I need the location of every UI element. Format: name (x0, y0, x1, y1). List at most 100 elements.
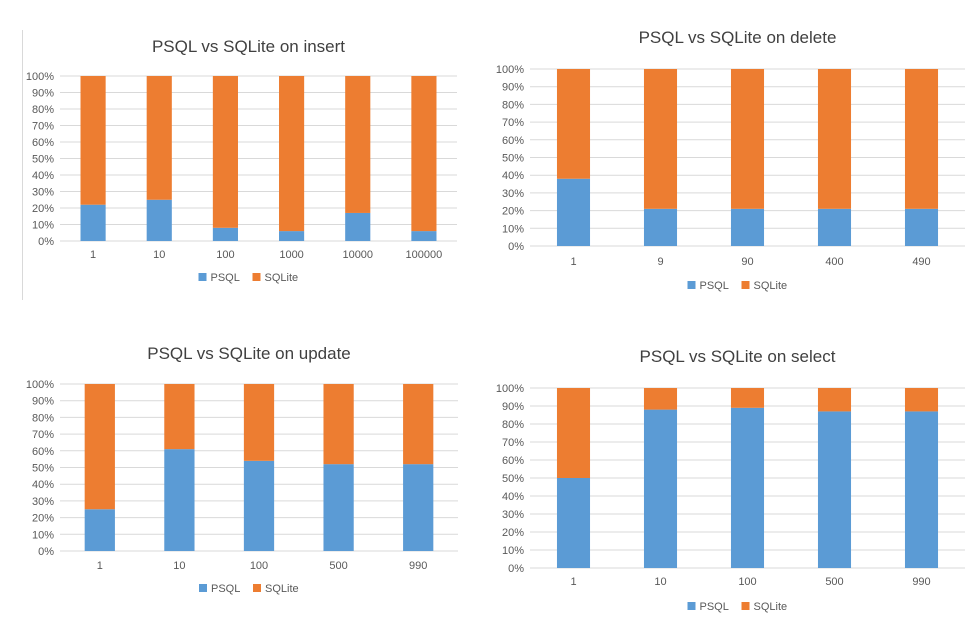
y-tick-label: 60% (502, 455, 524, 467)
bar-psql-1000 (279, 231, 305, 241)
legend-label-sqlite: SQLite (754, 601, 788, 613)
bar-psql-490 (904, 208, 939, 246)
y-tick-label: 70% (32, 121, 54, 133)
y-tick-label: 70% (502, 117, 524, 129)
bar-psql-10 (643, 409, 678, 568)
bar-sqlite-100000 (411, 76, 437, 232)
y-tick-label: 30% (32, 187, 54, 199)
x-tick-label: 10 (153, 249, 165, 261)
y-tick-label: 50% (502, 473, 524, 485)
bar-psql-1 (84, 509, 115, 551)
y-tick-label: 90% (32, 396, 54, 408)
legend-label-psql: PSQL (700, 280, 729, 292)
y-tick-label: 10% (502, 223, 524, 235)
y-tick-label: 10% (32, 529, 54, 541)
legend-swatch-sqlite (252, 273, 261, 281)
y-tick-label: 0% (508, 563, 524, 575)
y-tick-label: 0% (38, 546, 54, 558)
bar-sqlite-10 (164, 384, 195, 450)
x-tick-label: 100 (738, 576, 756, 588)
x-tick-label: 100 (250, 560, 268, 572)
y-tick-label: 40% (32, 170, 54, 182)
bar-psql-10 (164, 449, 195, 551)
bar-sqlite-1 (84, 384, 115, 510)
legend-swatch-sqlite (741, 602, 750, 610)
y-tick-label: 90% (502, 82, 524, 94)
bar-sqlite-9 (643, 69, 678, 209)
panel-divider-line (22, 30, 23, 300)
x-tick-label: 1 (90, 249, 96, 261)
x-tick-label: 1000 (279, 249, 303, 261)
bar-sqlite-990 (403, 384, 434, 465)
x-tick-label: 500 (329, 560, 347, 572)
legend-swatch-psql (199, 584, 207, 592)
bar-sqlite-1 (556, 69, 591, 179)
legend-swatch-sqlite (253, 584, 261, 592)
y-tick-label: 30% (32, 496, 54, 508)
bar-sqlite-500 (323, 384, 354, 465)
bar-psql-1 (556, 478, 591, 568)
bar-sqlite-10000 (345, 76, 371, 213)
y-tick-label: 100% (26, 379, 54, 391)
x-tick-label: 10000 (342, 249, 373, 261)
y-tick-label: 90% (32, 88, 54, 100)
y-tick-label: 10% (32, 220, 54, 232)
x-tick-label: 90 (741, 256, 753, 268)
legend-label-psql: PSQL (211, 583, 240, 595)
legend-swatch-psql (687, 602, 696, 610)
bar-sqlite-10 (643, 388, 678, 410)
legend-label-psql: PSQL (700, 601, 729, 613)
bar-sqlite-490 (904, 69, 939, 209)
y-tick-label: 100% (26, 71, 54, 83)
legend-label-psql: PSQL (211, 272, 240, 284)
x-tick-label: 500 (825, 576, 843, 588)
y-tick-label: 80% (32, 104, 54, 116)
y-tick-label: 20% (502, 527, 524, 539)
chart-group-1: PSQL vs SQLite on delete 0% 10% 20% 30% 40% 50… (496, 28, 965, 292)
bar-psql-1 (556, 178, 591, 246)
y-tick-label: 20% (32, 513, 54, 525)
y-tick-label: 60% (502, 135, 524, 147)
chart-group-0: PSQL vs SQLite on insert 0% 10% 20% 30% 40% 50… (26, 37, 457, 284)
y-tick-label: 0% (508, 241, 524, 253)
chart-group-3: PSQL vs SQLite on select 0% 10% 20% 30% 40% 50… (496, 347, 965, 613)
y-tick-label: 100% (496, 383, 524, 395)
x-tick-label: 10 (654, 576, 666, 588)
y-tick-label: 0% (38, 236, 54, 248)
bar-psql-500 (817, 411, 852, 568)
y-tick-label: 80% (502, 419, 524, 431)
bar-sqlite-100 (243, 384, 275, 461)
y-tick-label: 60% (32, 446, 54, 458)
x-tick-label: 400 (825, 256, 843, 268)
y-tick-label: 90% (502, 401, 524, 413)
x-tick-label: 1 (97, 560, 103, 572)
y-tick-label: 40% (502, 491, 524, 503)
bar-psql-990 (403, 464, 434, 551)
y-tick-label: 80% (502, 99, 524, 111)
bar-psql-9 (643, 208, 678, 246)
chart-title: PSQL vs SQLite on delete (639, 28, 837, 47)
y-tick-label: 50% (32, 154, 54, 166)
y-tick-label: 10% (502, 545, 524, 557)
x-tick-label: 100000 (406, 249, 443, 261)
x-tick-label: 1 (570, 576, 576, 588)
bar-psql-100 (212, 227, 238, 241)
y-tick-label: 40% (502, 170, 524, 182)
bar-psql-400 (817, 208, 852, 246)
bar-sqlite-1000 (279, 76, 305, 232)
bar-psql-1 (80, 204, 106, 241)
y-tick-label: 20% (502, 206, 524, 218)
bar-psql-100 (243, 460, 275, 551)
bar-psql-500 (323, 464, 354, 551)
y-tick-label: 70% (502, 437, 524, 449)
x-tick-label: 490 (912, 256, 930, 268)
x-tick-label: 9 (657, 256, 663, 268)
y-tick-label: 60% (32, 137, 54, 149)
bar-sqlite-100 (212, 76, 238, 228)
chart-group-2: PSQL vs SQLite on update 0% 10% 20% 30% 40% 50… (26, 344, 458, 595)
x-tick-label: 10 (173, 560, 185, 572)
y-tick-label: 30% (502, 509, 524, 521)
bar-sqlite-500 (817, 388, 852, 412)
legend-label-sqlite: SQLite (265, 583, 299, 595)
y-tick-label: 50% (502, 153, 524, 165)
